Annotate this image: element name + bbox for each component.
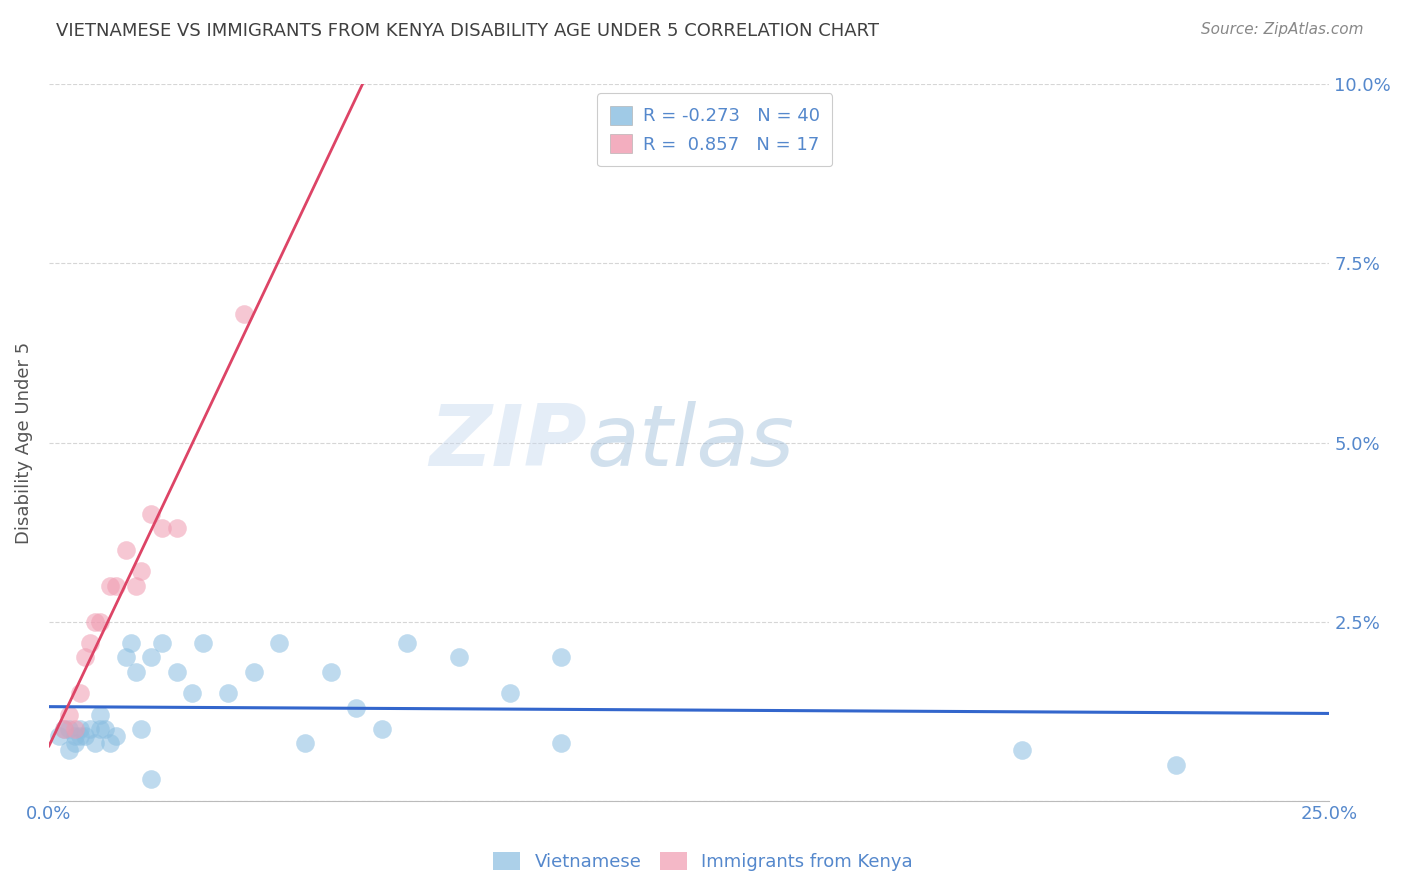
Point [53,722,76,736]
Point [100,736,122,750]
Point [104,579,127,593]
Point [73,729,96,743]
Point [89,615,111,629]
Point [550,736,572,750]
Point [191,636,214,650]
Point [114,543,136,558]
Point [79,636,101,650]
Point [69,729,91,743]
Point [84,736,107,750]
Point [129,565,152,579]
Point [73,650,96,665]
Point [69,722,91,736]
Point [120,636,142,650]
Legend: R = -0.273   N = 40, R =  0.857   N = 17: R = -0.273 N = 40, R = 0.857 N = 17 [598,94,832,167]
Point [69,686,91,700]
Point [1164,757,1187,772]
Point [550,650,572,665]
Point [294,736,316,750]
Point [48,729,70,743]
Point [58,707,80,722]
Point [166,521,188,535]
Point [217,686,239,700]
Point [141,772,163,786]
Legend: Vietnamese, Immigrants from Kenya: Vietnamese, Immigrants from Kenya [486,845,920,879]
Point [447,650,470,665]
Point [141,650,163,665]
Point [232,307,254,321]
Point [141,507,163,521]
Point [94,722,117,736]
Text: Source: ZipAtlas.com: Source: ZipAtlas.com [1201,22,1364,37]
Point [499,686,522,700]
Point [79,722,101,736]
Point [89,707,111,722]
Point [89,722,111,736]
Text: VIETNAMESE VS IMMIGRANTS FROM KENYA DISABILITY AGE UNDER 5 CORRELATION CHART: VIETNAMESE VS IMMIGRANTS FROM KENYA DISA… [56,22,879,40]
Point [344,700,367,714]
Point [58,722,80,736]
Point [114,650,136,665]
Text: atlas: atlas [586,401,794,484]
Y-axis label: Disability Age Under 5: Disability Age Under 5 [15,342,32,543]
Point [63,736,86,750]
Point [63,722,86,736]
Point [1011,743,1033,757]
Point [53,722,76,736]
Point [150,636,173,650]
Point [63,729,86,743]
Point [58,743,80,757]
Point [84,615,107,629]
Point [319,665,342,679]
Point [129,722,152,736]
Point [150,521,173,535]
Point [371,722,394,736]
Point [269,636,291,650]
Point [104,729,127,743]
Point [100,579,122,593]
Point [166,665,188,679]
Point [181,686,204,700]
Text: ZIP: ZIP [429,401,586,484]
Point [396,636,419,650]
Point [125,579,148,593]
Point [243,665,266,679]
Point [125,665,148,679]
